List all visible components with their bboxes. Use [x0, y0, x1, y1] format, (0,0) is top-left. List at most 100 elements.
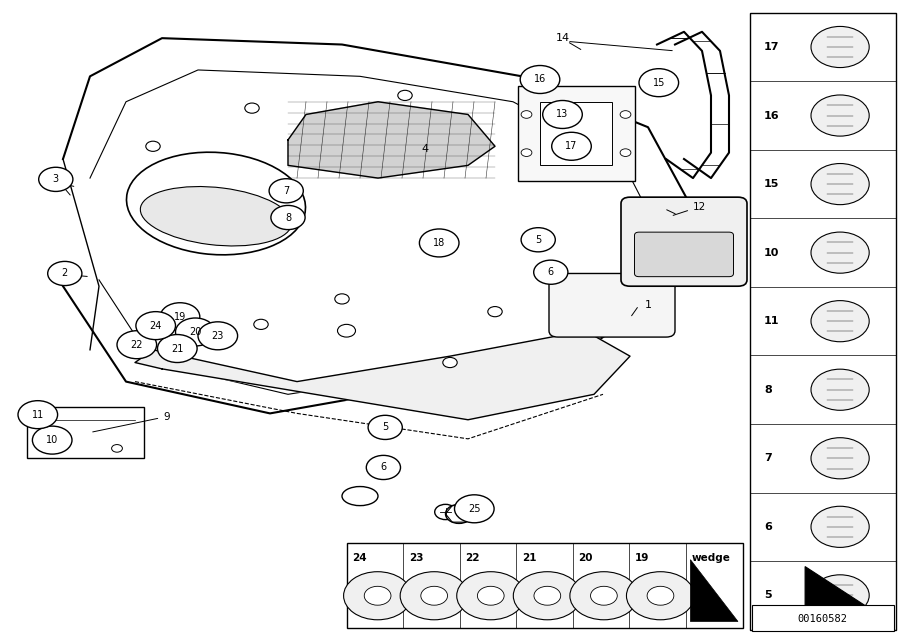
Circle shape — [364, 586, 391, 605]
Circle shape — [435, 504, 456, 520]
Circle shape — [620, 111, 631, 118]
Text: 15: 15 — [764, 179, 779, 189]
Circle shape — [533, 109, 547, 120]
Text: 21: 21 — [522, 553, 536, 563]
Circle shape — [639, 69, 679, 97]
Circle shape — [811, 163, 869, 205]
Text: 7: 7 — [764, 453, 772, 463]
Circle shape — [456, 572, 525, 619]
Circle shape — [811, 27, 869, 67]
Circle shape — [419, 229, 459, 257]
Circle shape — [146, 141, 160, 151]
Text: 8: 8 — [285, 212, 291, 223]
Circle shape — [158, 335, 197, 363]
Text: 11: 11 — [764, 316, 779, 326]
Circle shape — [366, 455, 400, 480]
Circle shape — [269, 179, 303, 203]
Text: 15: 15 — [652, 78, 665, 88]
Polygon shape — [288, 102, 495, 178]
Text: 20: 20 — [189, 327, 202, 337]
Circle shape — [811, 438, 869, 479]
Text: 6: 6 — [548, 267, 554, 277]
Circle shape — [344, 572, 411, 619]
Text: 24: 24 — [149, 321, 162, 331]
Circle shape — [368, 415, 402, 439]
Circle shape — [32, 426, 72, 454]
Circle shape — [590, 586, 617, 605]
Text: 00160582: 00160582 — [797, 614, 848, 625]
Circle shape — [811, 575, 869, 616]
Circle shape — [534, 586, 561, 605]
FancyBboxPatch shape — [752, 605, 894, 631]
Text: 2: 2 — [61, 268, 68, 279]
Circle shape — [570, 572, 638, 619]
Circle shape — [271, 205, 305, 230]
FancyBboxPatch shape — [346, 543, 742, 628]
Text: 17: 17 — [565, 141, 578, 151]
Circle shape — [477, 586, 504, 605]
Text: 1: 1 — [644, 300, 652, 310]
FancyBboxPatch shape — [518, 86, 634, 181]
Circle shape — [811, 369, 869, 410]
Circle shape — [521, 111, 532, 118]
Circle shape — [176, 318, 215, 346]
FancyBboxPatch shape — [750, 13, 896, 630]
Text: 21: 21 — [171, 343, 184, 354]
Text: 20: 20 — [579, 553, 593, 563]
Text: 3: 3 — [52, 173, 59, 183]
Text: 13: 13 — [556, 109, 569, 120]
Text: 5: 5 — [536, 235, 541, 245]
Text: 25: 25 — [468, 504, 481, 514]
Text: 12: 12 — [673, 202, 707, 216]
Text: 10: 10 — [46, 435, 58, 445]
Text: 16: 16 — [764, 111, 779, 121]
Circle shape — [620, 149, 631, 156]
Circle shape — [454, 495, 494, 523]
Circle shape — [811, 301, 869, 342]
Circle shape — [534, 260, 568, 284]
FancyBboxPatch shape — [621, 197, 747, 286]
Circle shape — [398, 90, 412, 100]
Text: 11: 11 — [32, 410, 44, 420]
Ellipse shape — [140, 186, 292, 246]
Circle shape — [488, 307, 502, 317]
Circle shape — [811, 95, 869, 136]
Circle shape — [543, 100, 582, 128]
Circle shape — [117, 331, 157, 359]
Circle shape — [811, 232, 869, 273]
Text: 19: 19 — [174, 312, 186, 322]
Circle shape — [521, 149, 532, 156]
Circle shape — [39, 167, 73, 191]
Text: 5: 5 — [764, 590, 771, 600]
Text: 14: 14 — [555, 33, 570, 43]
Text: wedge: wedge — [691, 553, 731, 563]
Circle shape — [254, 319, 268, 329]
Polygon shape — [806, 567, 894, 624]
Text: 10: 10 — [764, 247, 779, 258]
Text: 7: 7 — [284, 186, 289, 196]
Text: 22: 22 — [130, 340, 143, 350]
Text: 4: 4 — [421, 144, 428, 155]
Text: 6: 6 — [381, 462, 386, 473]
Circle shape — [647, 586, 674, 605]
Circle shape — [811, 506, 869, 548]
Polygon shape — [690, 560, 738, 621]
Text: 23: 23 — [409, 553, 423, 563]
Circle shape — [48, 261, 82, 286]
Circle shape — [40, 445, 50, 452]
Text: 17: 17 — [764, 42, 779, 52]
Circle shape — [245, 103, 259, 113]
Text: 6: 6 — [764, 522, 772, 532]
Circle shape — [513, 572, 581, 619]
Circle shape — [18, 401, 58, 429]
Text: 5: 5 — [382, 422, 388, 432]
Circle shape — [446, 504, 472, 523]
Circle shape — [521, 228, 555, 252]
Text: 22: 22 — [465, 553, 480, 563]
Circle shape — [520, 66, 560, 93]
Circle shape — [552, 132, 591, 160]
FancyBboxPatch shape — [27, 407, 144, 458]
Text: 24: 24 — [352, 553, 367, 563]
Circle shape — [443, 357, 457, 368]
FancyBboxPatch shape — [634, 232, 734, 277]
